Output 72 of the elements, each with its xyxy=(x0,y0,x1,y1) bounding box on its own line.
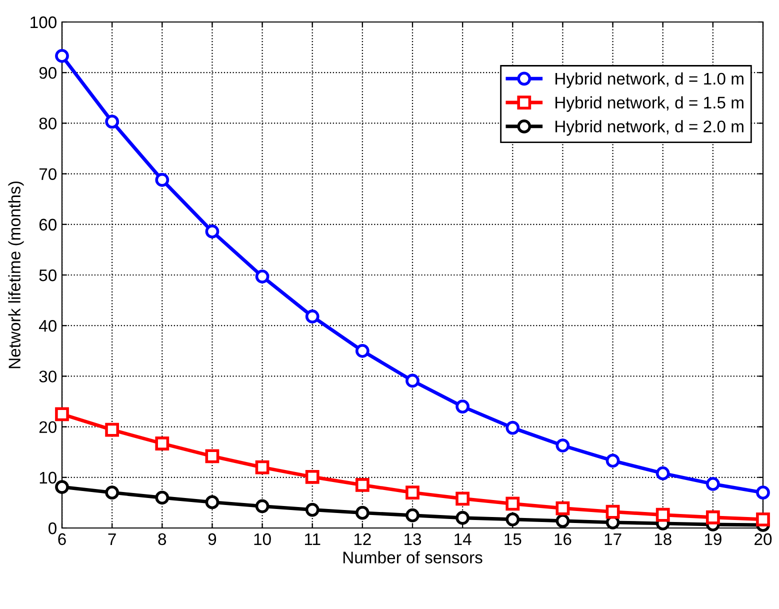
point xyxy=(756,486,770,500)
x-tick-label: 16 xyxy=(554,533,572,546)
point xyxy=(506,512,520,526)
legend-label: Hybrid network, d = 1.0 m xyxy=(556,72,744,88)
point xyxy=(656,508,670,522)
x-tick-label: 17 xyxy=(604,533,622,545)
point xyxy=(105,422,120,437)
point xyxy=(456,400,470,414)
point xyxy=(456,510,470,525)
point xyxy=(706,477,720,491)
point xyxy=(55,407,69,422)
point xyxy=(205,224,220,238)
x-tick-label: 8 xyxy=(158,533,166,546)
x-tick-label: 19 xyxy=(704,533,722,546)
point xyxy=(406,486,420,500)
y-axis-title: Network lifetime (months) xyxy=(8,182,24,368)
x-tick-label: 14 xyxy=(454,533,472,545)
point xyxy=(756,512,770,526)
y-tick-label: 10 xyxy=(40,472,56,484)
point xyxy=(105,114,120,129)
y-tick-label: 20 xyxy=(39,421,56,434)
legend-label: Hybrid network, d = 2.0 m xyxy=(556,120,744,136)
point xyxy=(556,501,570,516)
y-tick-label: 80 xyxy=(39,118,56,130)
point xyxy=(355,344,370,358)
x-tick-label: 6 xyxy=(58,533,66,546)
x-tick-label: 12 xyxy=(354,533,371,545)
x-tick-label: 15 xyxy=(504,533,522,546)
point xyxy=(205,449,220,464)
x-tick-label: 10 xyxy=(254,533,271,546)
y-tick-label: 50 xyxy=(39,269,56,282)
y-tick-label: 40 xyxy=(38,320,56,332)
point xyxy=(606,454,620,468)
point xyxy=(706,510,720,524)
y-tick-label: 100 xyxy=(30,16,56,28)
point xyxy=(105,486,120,500)
point xyxy=(255,499,270,514)
point xyxy=(656,466,670,480)
y-tick-label: 0 xyxy=(48,522,56,534)
point xyxy=(305,502,320,517)
point xyxy=(305,310,320,324)
x-tick-label: 9 xyxy=(208,533,216,546)
y-tick-label: 90 xyxy=(39,67,56,79)
x-tick-label: 18 xyxy=(654,533,672,546)
point xyxy=(155,490,170,505)
point xyxy=(205,495,220,510)
point xyxy=(155,436,170,450)
x-tick-label: 11 xyxy=(304,533,320,545)
y-tick-label: 30 xyxy=(39,370,56,382)
y-tick-label: 70 xyxy=(39,168,56,180)
point xyxy=(55,480,69,494)
point xyxy=(355,506,370,520)
point xyxy=(556,438,570,452)
point xyxy=(406,508,420,522)
x-tick-label: 13 xyxy=(404,533,422,546)
point xyxy=(255,270,270,284)
point xyxy=(305,470,320,484)
x-tick-label: 7 xyxy=(108,533,116,545)
point xyxy=(506,420,520,435)
point xyxy=(506,496,520,511)
point xyxy=(255,460,270,474)
point xyxy=(456,492,470,506)
point xyxy=(155,172,170,187)
y-tick-label: 60 xyxy=(39,218,56,231)
point xyxy=(355,478,370,492)
x-tick-label: 20 xyxy=(754,533,772,546)
legend-label: Hybrid network, d = 1.5 m xyxy=(556,96,744,112)
point xyxy=(406,374,420,388)
point xyxy=(606,504,620,519)
x-axis-title: Number of sensors xyxy=(343,551,482,564)
point xyxy=(556,514,570,528)
point xyxy=(55,48,69,63)
